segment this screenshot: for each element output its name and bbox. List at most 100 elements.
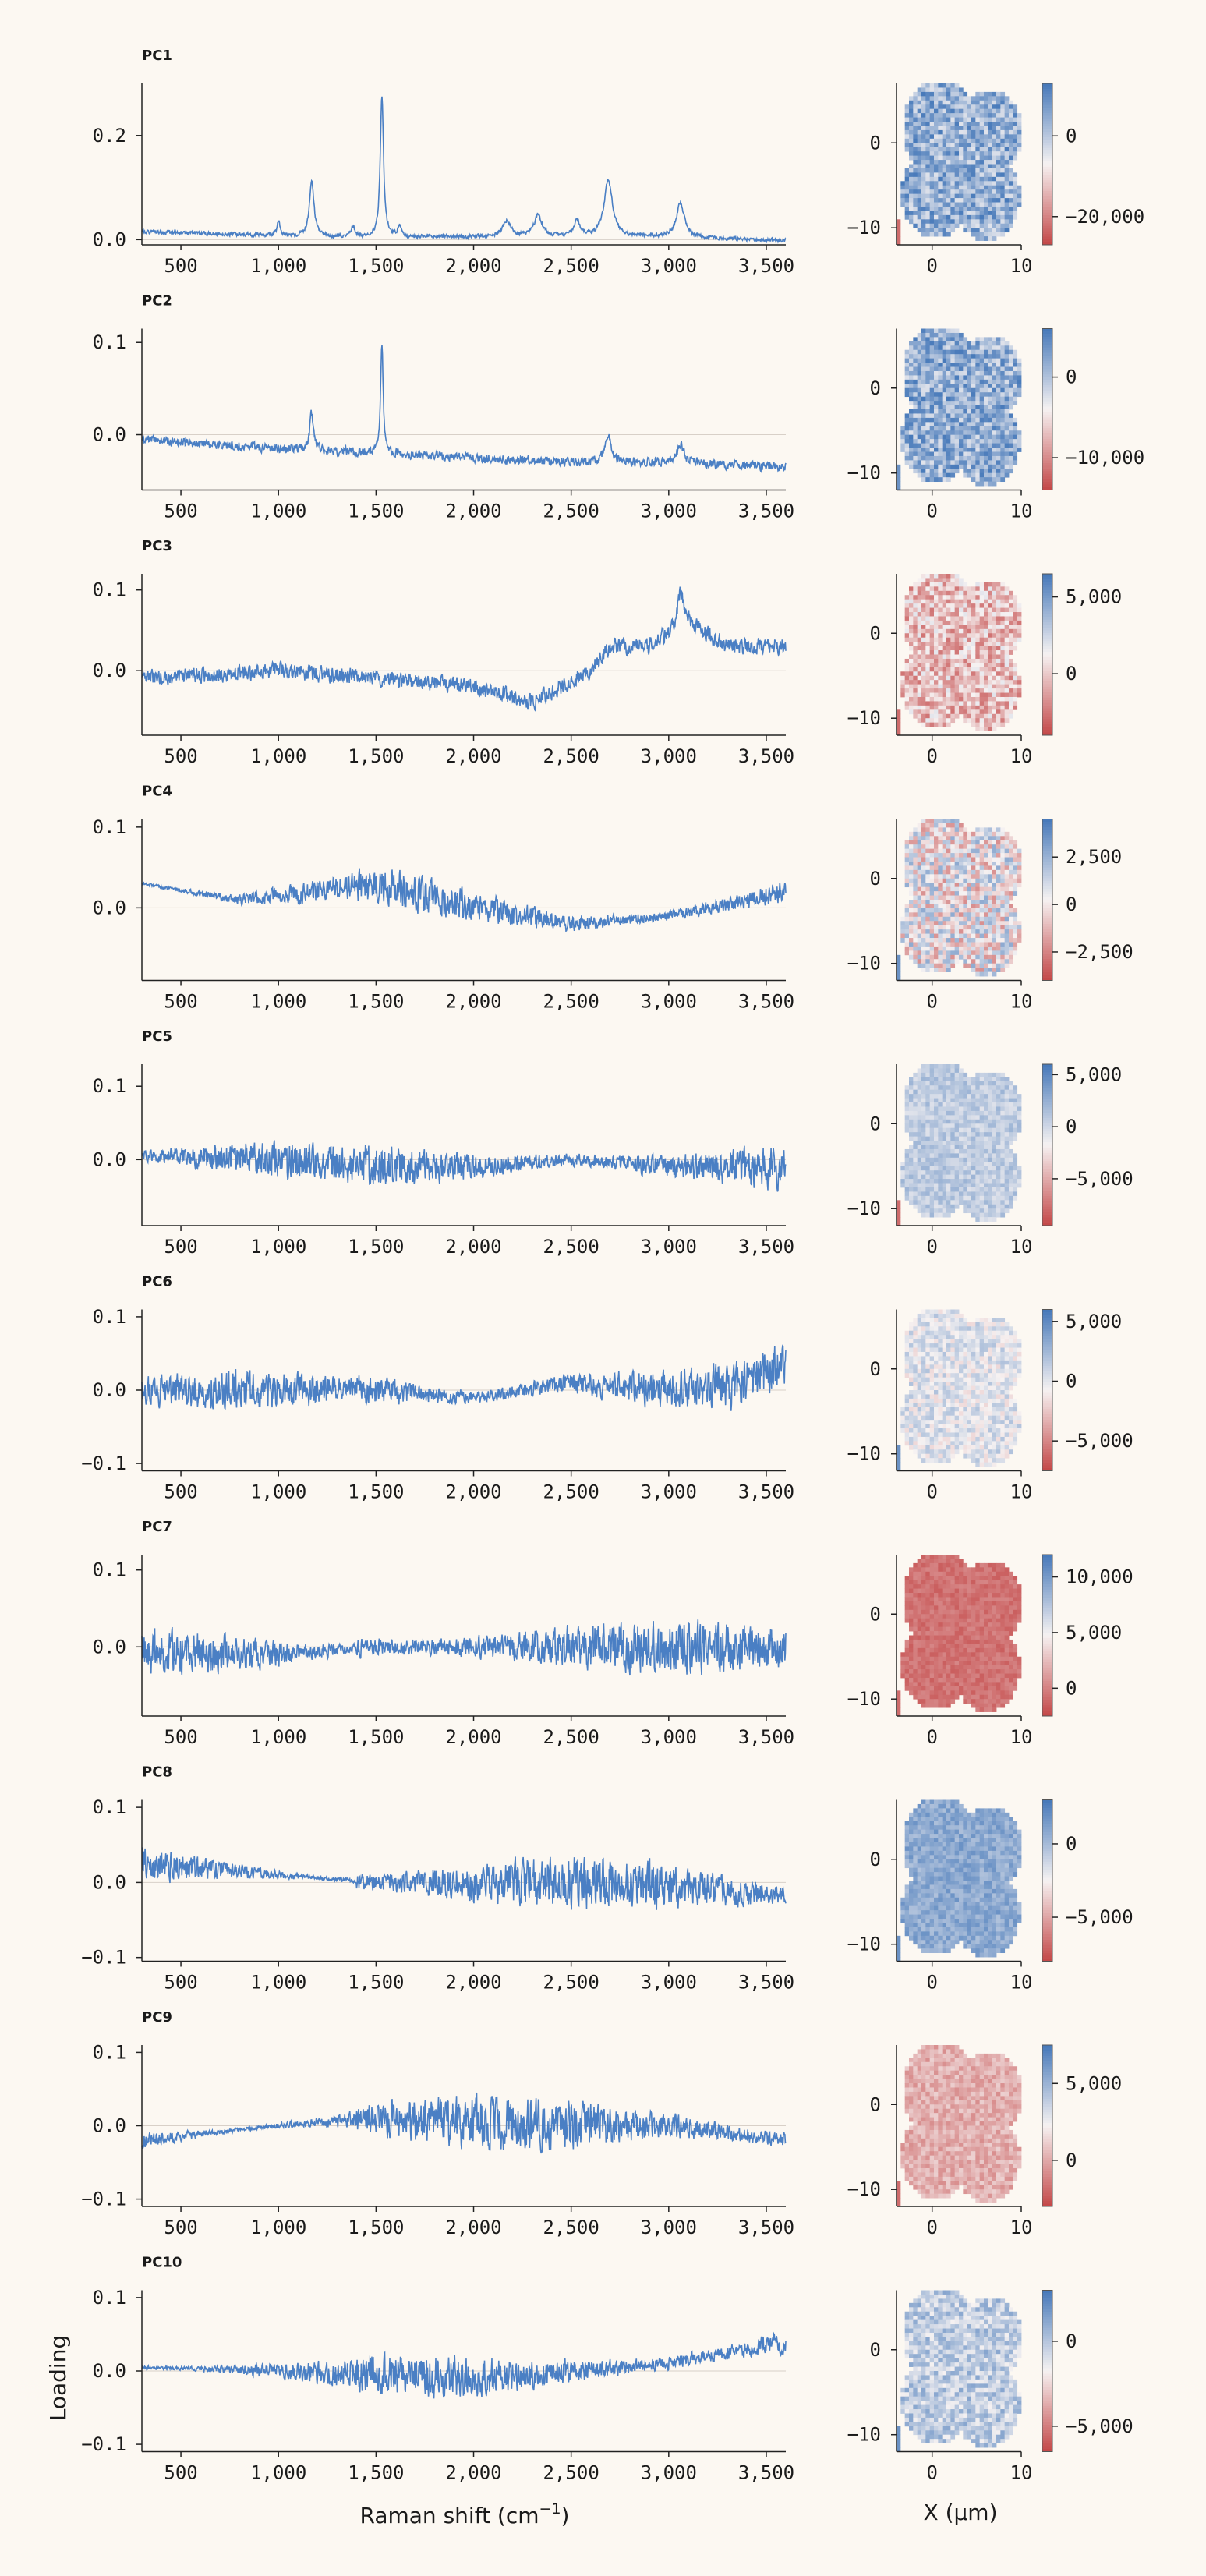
map-pixel bbox=[909, 460, 914, 465]
colorbar-cell bbox=[1042, 366, 1052, 370]
map-pixel bbox=[963, 688, 967, 693]
map-pixel bbox=[913, 147, 918, 152]
map-pixel bbox=[930, 663, 935, 667]
map-pixel bbox=[946, 194, 951, 199]
map-pixel bbox=[975, 934, 980, 939]
map-pixel bbox=[955, 896, 960, 901]
map-pixel bbox=[980, 439, 985, 444]
map-pixel bbox=[946, 874, 951, 879]
colorbar-cell bbox=[1042, 857, 1052, 860]
map-pixel bbox=[943, 405, 947, 410]
map-pixel bbox=[946, 904, 951, 908]
colorbar-cell bbox=[1042, 86, 1052, 89]
map-pixel bbox=[930, 1184, 935, 1188]
map-pixel bbox=[909, 1200, 914, 1205]
map-pixel bbox=[988, 671, 992, 676]
colorbar-cell bbox=[1042, 582, 1052, 585]
map-pixel bbox=[913, 591, 918, 596]
map-pixel bbox=[967, 1208, 972, 1213]
map-pixel bbox=[946, 896, 951, 901]
map-pixel bbox=[918, 181, 922, 186]
map-pixel bbox=[950, 659, 955, 663]
map-pixel bbox=[913, 435, 918, 440]
map-pixel bbox=[930, 1170, 935, 1175]
map-pixel bbox=[905, 616, 910, 621]
map-pixel bbox=[943, 337, 947, 341]
map-pixel bbox=[955, 186, 960, 190]
map-pixel bbox=[1000, 92, 1005, 97]
map-pixel bbox=[934, 219, 939, 224]
map-pixel bbox=[955, 900, 960, 904]
map-pixel bbox=[934, 874, 939, 879]
map-pixel bbox=[1009, 426, 1013, 431]
map-pixel bbox=[992, 1102, 997, 1107]
map-pixel bbox=[921, 392, 926, 397]
map-pixel bbox=[943, 359, 947, 363]
map-pixel bbox=[975, 1205, 980, 1209]
map-pixel bbox=[934, 929, 939, 934]
map-pixel bbox=[930, 646, 935, 651]
map-pixel bbox=[988, 638, 992, 642]
map-pixel bbox=[938, 211, 943, 215]
map-pixel bbox=[1000, 934, 1005, 939]
map-pixel bbox=[943, 177, 947, 182]
map-pixel bbox=[1013, 688, 1017, 693]
map-pixel bbox=[905, 359, 910, 363]
map-pixel bbox=[930, 680, 935, 685]
map-pixel bbox=[992, 591, 997, 596]
map-pixel bbox=[938, 1162, 943, 1166]
map-pixel bbox=[971, 224, 976, 228]
map-pixel bbox=[943, 929, 947, 934]
map-pixel bbox=[943, 215, 947, 220]
map-pixel bbox=[897, 224, 900, 228]
map-pixel bbox=[955, 947, 960, 951]
map-pixel bbox=[905, 680, 910, 685]
map-pixel bbox=[918, 401, 922, 405]
map-pixel bbox=[943, 1162, 947, 1166]
map-pixel bbox=[946, 887, 951, 892]
map-pixel bbox=[988, 844, 992, 849]
map-pixel bbox=[918, 1106, 922, 1111]
map-pixel bbox=[943, 460, 947, 465]
map-pixel bbox=[938, 621, 943, 625]
map-pixel bbox=[913, 430, 918, 435]
map-pixel bbox=[975, 972, 980, 977]
map-pixel bbox=[905, 608, 910, 613]
map-pixel bbox=[988, 418, 992, 423]
map-pixel bbox=[943, 401, 947, 405]
map-pixel bbox=[967, 151, 972, 156]
map-pixel bbox=[992, 709, 997, 714]
map-pixel bbox=[988, 1128, 992, 1133]
map-pixel bbox=[946, 405, 951, 410]
map-pixel bbox=[984, 1106, 988, 1111]
map-pixel bbox=[913, 211, 918, 215]
map-pixel bbox=[984, 1179, 988, 1184]
map-pixel bbox=[925, 354, 930, 359]
map-pixel bbox=[900, 435, 905, 440]
map-pixel bbox=[992, 367, 997, 372]
colorbar-cell bbox=[1042, 717, 1052, 720]
map-pixel bbox=[934, 1123, 939, 1128]
map-pixel bbox=[971, 1149, 976, 1154]
map-pixel bbox=[943, 1191, 947, 1196]
map-pixel bbox=[921, 232, 926, 237]
map-pixel bbox=[967, 883, 972, 887]
map-pixel bbox=[909, 101, 914, 105]
map-pixel bbox=[921, 908, 926, 913]
map-pixel bbox=[959, 354, 964, 359]
map-pixel bbox=[950, 156, 955, 161]
map-pixel bbox=[913, 934, 918, 939]
map-pixel bbox=[1005, 955, 1010, 960]
map-pixel bbox=[934, 469, 939, 473]
map-pixel bbox=[925, 219, 930, 224]
colorbar-cell bbox=[1042, 703, 1052, 706]
map-pixel bbox=[984, 341, 988, 346]
map-pixel bbox=[967, 405, 972, 410]
map-pixel bbox=[938, 646, 943, 651]
map-pixel bbox=[934, 723, 939, 727]
map-pixel bbox=[930, 896, 935, 901]
map-pixel bbox=[975, 853, 980, 858]
map-pixel bbox=[988, 586, 992, 591]
map-pixel bbox=[988, 1179, 992, 1184]
map-pixel bbox=[905, 172, 910, 177]
